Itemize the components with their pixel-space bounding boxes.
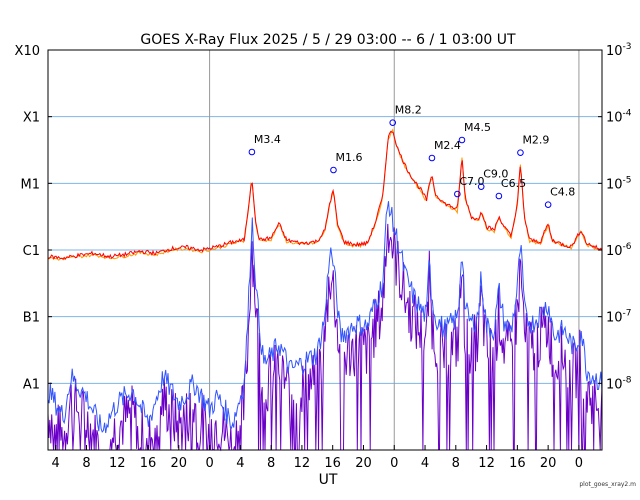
flare-marker xyxy=(389,119,397,126)
right-axis-label: 10-4 xyxy=(606,109,632,126)
flare-marker xyxy=(477,183,485,190)
chart-title: GOES X-Ray Flux 2025 / 5 / 29 03:00 -- 6… xyxy=(140,32,516,48)
flare-marker xyxy=(544,201,552,208)
x-axis-tick-label: 0 xyxy=(575,456,583,471)
flare-label: C4.8 xyxy=(550,186,575,199)
left-axis-label: A1 xyxy=(23,377,40,392)
flare-label: M3.4 xyxy=(254,133,281,146)
plot-grid xyxy=(48,50,602,450)
x-axis-tick-label: 0 xyxy=(205,456,213,471)
flare-label: M1.6 xyxy=(335,151,362,164)
x-axis-tick-label: 8 xyxy=(267,456,275,471)
flare-marker xyxy=(495,192,503,200)
short-channel-primary-line xyxy=(47,201,603,434)
x-axis-tick-label: 12 xyxy=(109,456,126,471)
left-axis-label: X1 xyxy=(23,111,40,126)
left-axis-label: C1 xyxy=(23,244,40,259)
right-axis-labels: 10-3 10-4 10-5 10-6 10-7 10-8 xyxy=(598,42,632,392)
x-axis-ticks: 4 8 12 16 20 0 4 8 12 16 20 0 4 8 12 16 20 0 xyxy=(52,445,583,471)
flare-label: M4.5 xyxy=(464,121,491,134)
x-axis-tick-label: 8 xyxy=(82,456,90,471)
x-axis-tick-label: 16 xyxy=(509,456,526,471)
flare-label: C7.0 xyxy=(459,175,484,188)
x-axis-tick-label: 12 xyxy=(294,456,311,471)
x-axis-tick-label: 20 xyxy=(355,456,372,471)
flare-marker xyxy=(458,136,466,144)
flare-label: M2.4 xyxy=(434,139,461,152)
x-axis-tick-label: 20 xyxy=(540,456,557,471)
right-axis-label: 10-5 xyxy=(606,175,632,192)
flare-marker xyxy=(517,149,524,156)
x-axis-tick-label: 4 xyxy=(52,456,60,471)
x-axis-tick-label: 16 xyxy=(324,456,341,471)
plot-series xyxy=(47,128,603,452)
flare-marker xyxy=(330,166,337,174)
x-axis-tick-label: 20 xyxy=(171,456,188,471)
flare-label: C6.5 xyxy=(501,177,526,190)
flare-markers: M3.4 M1.6 M8.2 M2.4 C7.0 M4.5 C9.0C6.5 M2.9 C4.8 xyxy=(248,104,575,208)
flare-marker xyxy=(454,190,461,198)
right-axis-label: 10-6 xyxy=(606,242,632,259)
plot-credit: plot_goes_xray2.m xyxy=(579,481,636,488)
short-channel-secondary-line xyxy=(47,223,603,452)
flare-label: M8.2 xyxy=(395,104,422,117)
x-axis-title: UT xyxy=(319,472,338,488)
flare-marker xyxy=(248,148,256,156)
x-axis-tick-label: 12 xyxy=(478,456,495,471)
long-channel-primary-line xyxy=(47,130,603,261)
left-axis-label: X10 xyxy=(15,44,40,59)
flare-label: C9.0 xyxy=(483,168,508,181)
left-axis-label: B1 xyxy=(23,311,40,326)
x-axis-tick-label: 4 xyxy=(421,456,429,471)
right-axis-label: 10-8 xyxy=(606,375,632,392)
flare-label: M2.9 xyxy=(522,134,549,147)
x-axis-tick-label: 8 xyxy=(452,456,460,471)
x-axis-tick-label: 16 xyxy=(140,456,157,471)
flare-marker xyxy=(428,154,436,162)
x-axis-tick-label: 4 xyxy=(236,456,244,471)
right-axis-label: 10-7 xyxy=(606,309,632,326)
right-axis-label: 10-3 xyxy=(606,42,632,59)
left-axis-labels: A1 B1 C1 M1 X1 X10 xyxy=(15,44,52,392)
x-axis-tick-label: 0 xyxy=(390,456,398,471)
left-axis-label: M1 xyxy=(21,177,41,192)
long-channel-secondary-line xyxy=(48,128,601,261)
